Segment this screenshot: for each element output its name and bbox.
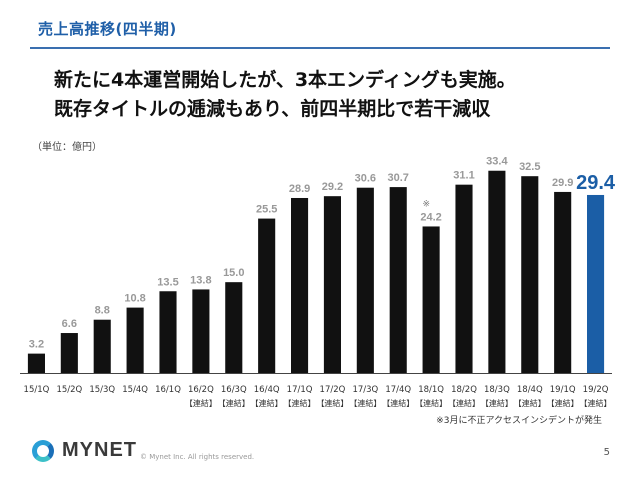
bar	[422, 226, 440, 373]
title-divider	[30, 47, 610, 49]
data-label: 13.8	[190, 274, 211, 286]
data-label: 15.0	[223, 267, 244, 279]
bar	[455, 184, 473, 373]
data-label: 32.5	[519, 161, 540, 173]
bar	[60, 333, 78, 373]
data-label: 29.9	[552, 177, 573, 189]
x-tick-sublabel: 【連結】	[547, 398, 579, 408]
headline-line-1: 新たに4本運営開始したが、3本エンディングも実施。	[54, 69, 516, 91]
bar	[488, 170, 506, 373]
bar	[93, 319, 111, 373]
footnote: ※3月に不正アクセスインシデントが発生	[436, 416, 602, 426]
x-tick-sublabel: 【連結】	[349, 398, 381, 408]
data-label: 30.6	[355, 173, 376, 185]
copyright: © Mynet Inc. All rights reserved.	[140, 453, 255, 461]
bar	[323, 196, 341, 373]
data-label: 30.7	[388, 172, 409, 184]
bar	[587, 194, 605, 373]
bar	[521, 176, 539, 373]
bar	[291, 197, 309, 373]
x-tick-label: 17/1Q	[287, 385, 313, 395]
x-tick-label: 18/3Q	[484, 385, 510, 395]
x-tick-sublabel: 【連結】	[251, 398, 283, 408]
x-tick-sublabel: 【連結】	[448, 398, 480, 408]
headline: 新たに4本運営開始したが、3本エンディングも実施。 既存タイトルの逓減もあり、前…	[54, 66, 614, 124]
x-tick-label: 16/1Q	[155, 385, 181, 395]
x-tick-label: 15/1Q	[24, 385, 50, 395]
x-tick-sublabel: 【連結】	[415, 398, 447, 408]
headline-line-2: 既存タイトルの逓減もあり、前四半期比で若干減収	[54, 98, 491, 120]
bar	[192, 289, 210, 373]
logo-text: MYNET	[62, 439, 137, 461]
data-label: 29.2	[322, 181, 343, 193]
data-label: 28.9	[289, 183, 310, 195]
x-tick-label: 16/3Q	[221, 385, 247, 395]
bar	[126, 307, 144, 373]
data-label: 3.2	[29, 339, 44, 351]
data-label: 6.6	[62, 318, 77, 330]
x-tick-sublabel: 【連結】	[218, 398, 250, 408]
bar	[258, 218, 276, 373]
company-logo: MYNET	[32, 439, 137, 462]
logo-ring-icon	[32, 439, 54, 462]
x-tick-sublabel: 【連結】	[316, 398, 348, 408]
x-tick-sublabel: 【連結】	[284, 398, 316, 408]
page-number: 5	[603, 447, 610, 458]
x-tick-label: 19/2Q	[583, 385, 609, 395]
x-tick-sublabel: 【連結】	[580, 398, 612, 408]
x-tick-sublabel: 【連結】	[382, 398, 414, 408]
x-tick-label: 17/4Q	[385, 385, 411, 395]
x-tick-label: 18/4Q	[517, 385, 543, 395]
x-tick-label: 15/2Q	[56, 385, 82, 395]
data-label: 29.4	[576, 172, 616, 194]
x-tick-label: 16/4Q	[254, 385, 280, 395]
bar	[159, 291, 177, 373]
x-tick-label: 19/1Q	[550, 385, 576, 395]
annotation-mark: ※	[423, 199, 431, 209]
x-tick-sublabel: 【連結】	[514, 398, 546, 408]
bar	[554, 191, 572, 373]
bar	[27, 353, 45, 373]
bar	[389, 187, 407, 373]
data-label: 33.4	[486, 156, 508, 168]
data-label: 24.2	[420, 211, 441, 223]
x-tick-label: 17/3Q	[352, 385, 378, 395]
data-label: 10.8	[124, 293, 145, 305]
unit-label: （単位：億円）	[32, 142, 102, 153]
bar	[225, 282, 243, 373]
data-label: 25.5	[256, 204, 277, 216]
x-tick-label: 17/2Q	[320, 385, 346, 395]
x-tick-label: 15/4Q	[122, 385, 148, 395]
x-tick-sublabel: 【連結】	[185, 398, 217, 408]
x-tick-sublabel: 【連結】	[481, 398, 513, 408]
section-title: 売上高推移(四半期)	[38, 20, 177, 38]
data-label: 31.1	[453, 170, 474, 182]
data-label: 8.8	[95, 305, 110, 317]
x-tick-label: 15/3Q	[89, 385, 115, 395]
x-tick-label: 16/2Q	[188, 385, 214, 395]
data-label: 13.5	[157, 276, 178, 288]
bar	[356, 187, 374, 373]
x-tick-label: 18/1Q	[418, 385, 444, 395]
x-tick-label: 18/2Q	[451, 385, 477, 395]
